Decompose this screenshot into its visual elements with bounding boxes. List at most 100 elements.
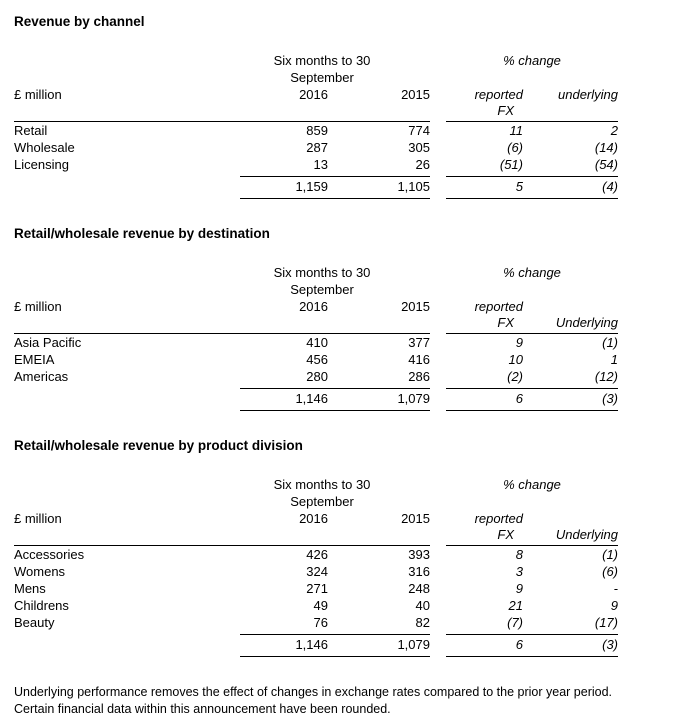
reported-fx-header: reported [474, 87, 523, 102]
fx-header: FX [497, 103, 514, 118]
value-reported-fx: (6) [507, 140, 523, 155]
value-2016: 76 [313, 615, 328, 630]
value-underlying: (1) [602, 335, 618, 350]
value-reported-fx: (51) [499, 157, 523, 172]
value-2016: 410 [306, 335, 328, 350]
value-2015: 305 [408, 140, 430, 155]
section-revenue-by-product-division: Retail/wholesale revenue by product divi… [14, 438, 652, 657]
footnote-line-2: Certain financial data within this annou… [14, 702, 391, 716]
value-underlying: 9 [610, 598, 618, 613]
table-row-womens: Womens 324 316 3 (6) [14, 563, 652, 580]
value-2016: 287 [306, 140, 328, 155]
value-2015: 248 [408, 581, 430, 596]
header-rule [14, 118, 652, 122]
total-rule-right [446, 653, 618, 657]
table-title: Retail/wholesale revenue by product divi… [14, 438, 303, 453]
value-reported-fx: 8 [515, 547, 523, 562]
value-2015: 316 [408, 564, 430, 579]
row-label: Retail [14, 123, 48, 138]
value-underlying: (1) [602, 547, 618, 562]
total-rule-left [240, 385, 430, 389]
total-2016: 1,146 [295, 391, 328, 406]
row-label: EMEIA [14, 352, 55, 367]
period-header-row-2: September [14, 69, 652, 86]
value-reported-fx: 10 [508, 352, 523, 367]
value-underlying: (17) [594, 615, 618, 630]
column-header-row: £ million 2016 2015 reported [14, 510, 652, 527]
header-rule-right [446, 118, 618, 122]
period-header-line1: Six months to 30 [273, 265, 371, 280]
column-header-row: £ million 2016 2015 reported [14, 298, 652, 315]
percent-change-header: % change [503, 53, 561, 68]
period-header-row: Six months to 30 % change [14, 476, 652, 493]
total-underlying: (3) [602, 637, 618, 652]
value-underlying: 2 [610, 123, 618, 138]
row-label: Americas [14, 369, 69, 384]
year-2016-header: 2016 [299, 299, 328, 314]
year-2016-header: 2016 [299, 511, 328, 526]
value-2015: 774 [408, 123, 430, 138]
header-rule [14, 542, 652, 546]
header-rule-right [446, 330, 618, 334]
total-row: 1,146 1,079 6 (3) [14, 635, 652, 653]
fx-header: FX [497, 527, 514, 542]
value-2015: 286 [408, 369, 430, 384]
value-underlying: (54) [594, 157, 618, 172]
value-2015: 377 [408, 335, 430, 350]
total-reported-fx: 6 [515, 637, 523, 652]
row-label: Licensing [14, 157, 69, 172]
total-rule-right [446, 631, 618, 635]
value-2015: 416 [408, 352, 430, 367]
total-rule-top [14, 631, 652, 635]
row-label: Wholesale [14, 140, 75, 155]
total-rule-top [14, 385, 652, 389]
value-underlying: (12) [594, 369, 618, 384]
value-2016: 426 [306, 547, 328, 562]
period-header-line2: September [290, 70, 354, 85]
total-reported-fx: 6 [515, 391, 523, 406]
row-label: Womens [14, 564, 66, 579]
underlying-header: Underlying [555, 315, 618, 330]
value-2016: 271 [306, 581, 328, 596]
period-header-line1: Six months to 30 [273, 53, 371, 68]
table-row-americas: Americas 280 286 (2) (12) [14, 368, 652, 385]
table-row-asia-pacific: Asia Pacific 410 377 9 (1) [14, 334, 652, 351]
value-underlying: 1 [610, 352, 618, 367]
total-2016: 1,146 [295, 637, 328, 652]
value-2016: 859 [306, 123, 328, 138]
year-2015-header: 2015 [401, 299, 430, 314]
table-row-retail: Retail 859 774 11 2 [14, 122, 652, 139]
total-rule-right [446, 173, 618, 177]
value-2015: 82 [415, 615, 430, 630]
unit-header: £ million [14, 299, 62, 314]
footnote-line-1: Underlying performance removes the effec… [14, 685, 613, 699]
total-row: 1,146 1,079 6 (3) [14, 389, 652, 407]
header-rule-right [446, 542, 618, 546]
total-rule-bottom [14, 407, 652, 411]
period-header-line2: September [290, 494, 354, 509]
total-row: 1,159 1,105 5 (4) [14, 177, 652, 195]
total-rule-left [240, 195, 430, 199]
fx-header-row: FX [14, 103, 652, 118]
value-2015: 40 [415, 598, 430, 613]
total-underlying: (4) [602, 179, 618, 194]
value-reported-fx: 21 [508, 598, 523, 613]
value-2016: 456 [306, 352, 328, 367]
table-row-mens: Mens 271 248 9 - [14, 580, 652, 597]
header-rule-left [14, 118, 430, 122]
table-row-childrens: Childrens 49 40 21 9 [14, 597, 652, 614]
value-2016: 13 [313, 157, 328, 172]
fx-header: FX [497, 315, 514, 330]
reported-fx-header: reported [474, 299, 523, 314]
header-rule-left [14, 330, 430, 334]
table-row-wholesale: Wholesale 287 305 (6) (14) [14, 139, 652, 156]
table-title: Retail/wholesale revenue by destination [14, 226, 270, 241]
row-label: Mens [14, 581, 46, 596]
total-2015: 1,079 [397, 637, 430, 652]
value-2015: 26 [415, 157, 430, 172]
underlying-header: Underlying [555, 527, 618, 542]
footnotes: Underlying performance removes the effec… [14, 684, 652, 718]
total-rule-left [240, 407, 430, 411]
total-rule-bottom [14, 195, 652, 199]
header-rule [14, 330, 652, 334]
